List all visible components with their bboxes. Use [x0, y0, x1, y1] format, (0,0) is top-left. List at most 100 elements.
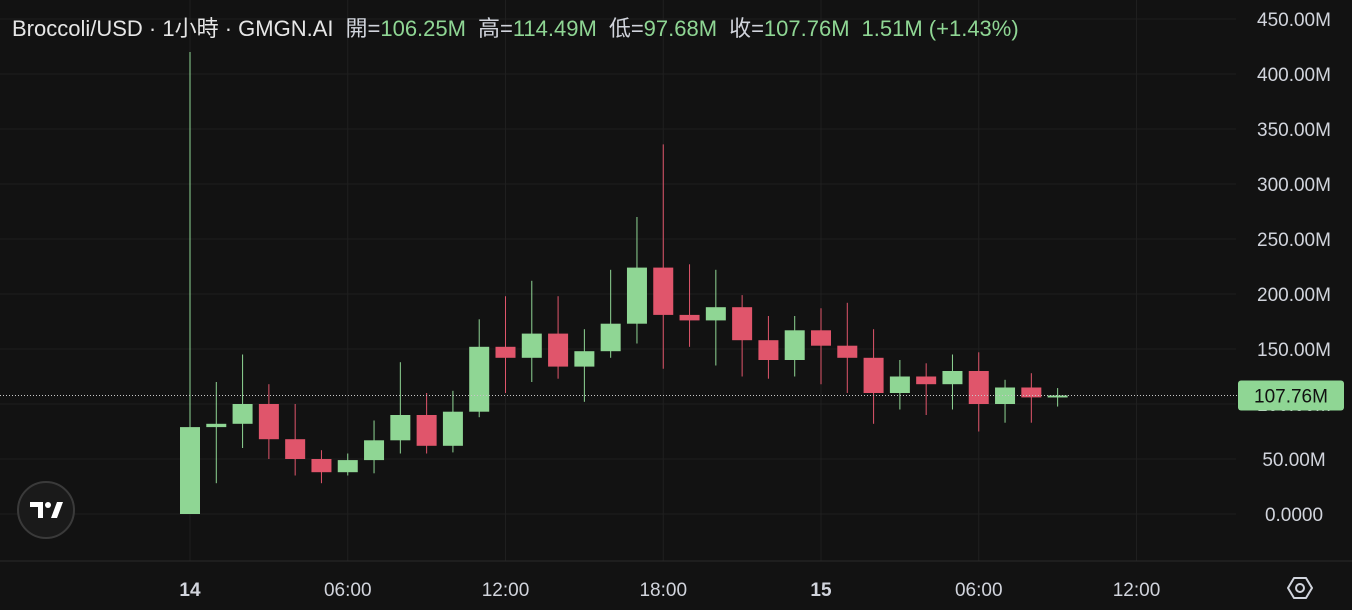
candles: [180, 52, 1068, 514]
candle: [732, 295, 753, 377]
candle: [258, 384, 279, 459]
candle-body: [758, 340, 779, 360]
candle: [968, 352, 989, 432]
candle-body: [705, 307, 726, 321]
candle: [574, 329, 595, 402]
candle: [995, 379, 1016, 423]
candle: [548, 296, 569, 379]
candle-body: [206, 423, 227, 428]
candle-body: [626, 267, 647, 324]
x-tick-label: 18:00: [639, 580, 687, 601]
candle-body: [784, 330, 805, 360]
tradingview-logo-icon[interactable]: [17, 481, 75, 539]
candle: [811, 308, 831, 385]
candle: [364, 420, 385, 474]
candle: [679, 264, 700, 347]
y-tick-label: 250.00M: [1257, 230, 1331, 251]
candle-body: [653, 267, 674, 315]
candle-body: [548, 333, 569, 367]
candle: [206, 382, 227, 484]
candle-body: [469, 346, 490, 412]
x-tick-label: 12:00: [1113, 580, 1161, 601]
candle-body: [311, 459, 332, 473]
candle: [626, 217, 647, 344]
y-tick-label: 0.0000: [1265, 505, 1323, 526]
candle-body: [600, 323, 621, 352]
y-tick-label: 400.00M: [1257, 65, 1331, 86]
candle-body: [732, 307, 753, 341]
price-axis[interactable]: 0.000050.00M100.00M150.00M200.00M250.00M…: [1257, 10, 1331, 526]
candle: [232, 354, 253, 448]
candle-body: [258, 404, 279, 440]
candle: [653, 144, 674, 369]
candle-body: [180, 427, 200, 514]
x-tick-label: 06:00: [324, 580, 372, 601]
x-tick-label: 14: [179, 580, 201, 601]
y-tick-label: 50.00M: [1262, 450, 1325, 471]
candle-body: [1021, 387, 1042, 398]
candle-body: [916, 376, 937, 385]
candle: [521, 280, 542, 382]
candle-body: [390, 415, 411, 441]
candle: [285, 404, 306, 476]
candle-body: [889, 376, 910, 393]
candle: [600, 269, 621, 358]
x-tick-label: 15: [810, 580, 832, 601]
candle-body: [679, 314, 700, 321]
x-tick-label: 12:00: [482, 580, 530, 601]
settings-gear-icon[interactable]: [1285, 573, 1315, 603]
last-price-line: 107.76M: [0, 380, 1344, 411]
candle-body: [285, 439, 306, 459]
y-tick-label: 350.00M: [1257, 120, 1331, 141]
candle: [1021, 373, 1042, 423]
candle-body: [942, 371, 963, 385]
settings-hexagon-glyph: [1287, 577, 1313, 599]
candle: [784, 316, 805, 377]
tradingview-logo-glyph: [30, 502, 63, 518]
candle-body: [863, 357, 884, 393]
candle: [889, 360, 910, 410]
candle: [469, 319, 490, 418]
candle: [705, 269, 726, 366]
close-value: 107.76M: [763, 16, 850, 41]
candle: [916, 363, 937, 415]
candle-body: [442, 411, 463, 446]
y-tick-label: 200.00M: [1257, 285, 1331, 306]
candle: [311, 450, 332, 484]
candle-body: [337, 460, 358, 473]
candle: [390, 362, 411, 454]
candle: [416, 393, 437, 454]
candle-body: [837, 345, 858, 358]
candle: [1047, 388, 1068, 407]
candle: [180, 52, 200, 514]
low-value: 97.68M: [643, 16, 718, 41]
symbol-title[interactable]: Broccoli/USD · 1小時 · GMGN.AI: [12, 16, 334, 41]
y-tick-label: 450.00M: [1257, 10, 1331, 31]
y-tick-label: 300.00M: [1257, 175, 1331, 196]
candle-body: [811, 330, 831, 346]
high-value: 114.49M: [512, 16, 597, 41]
candle: [758, 316, 779, 379]
open-label: 開=: [345, 16, 381, 41]
candle-body: [364, 440, 385, 461]
time-axis[interactable]: 14 06:00 12:00 18:00 15 06:00 12:00: [0, 560, 1352, 601]
candle: [442, 390, 463, 453]
candle-body: [416, 415, 437, 446]
candle: [837, 302, 858, 393]
candle-body: [1047, 395, 1068, 398]
candle-body: [521, 333, 542, 358]
candle: [495, 296, 516, 393]
candle-body: [968, 371, 989, 404]
y-tick-label: 150.00M: [1257, 340, 1331, 361]
candle: [337, 453, 358, 476]
open-value: 106.25M: [380, 16, 466, 41]
candle: [942, 354, 963, 410]
close-label: 收=: [729, 16, 764, 41]
candle: [863, 329, 884, 424]
last-price-label: 107.76M: [1254, 386, 1328, 407]
candle-body: [495, 346, 516, 358]
chart-legend: Broccoli/USD · 1小時 · GMGN.AI 開= 106.25M …: [12, 11, 1019, 41]
candle-body: [574, 351, 595, 367]
low-label: 低=: [608, 16, 644, 41]
